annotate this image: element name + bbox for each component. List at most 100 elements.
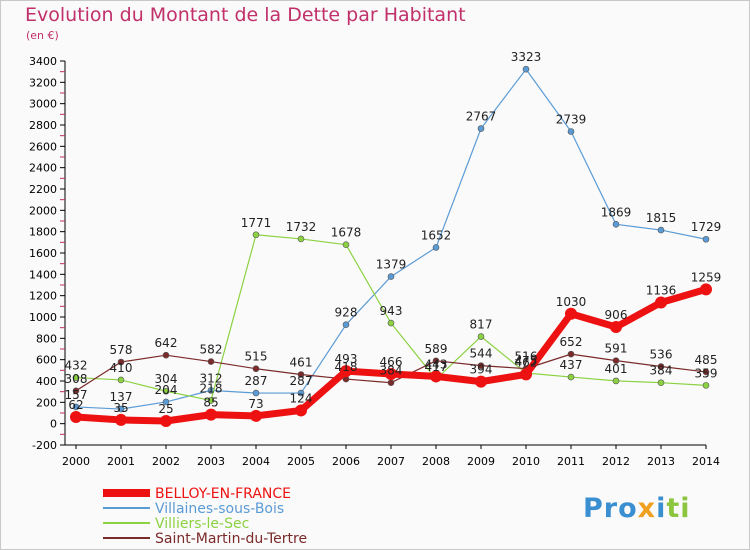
data-label: 544 [470, 347, 493, 361]
data-label: 437 [560, 358, 583, 372]
x-tick-label: 2005 [287, 455, 315, 468]
y-tick-label: 0 [50, 418, 57, 431]
data-label: 582 [200, 343, 223, 357]
y-tick-label: 2000 [29, 204, 57, 217]
data-label: 1652 [421, 228, 452, 242]
data-label: 287 [245, 374, 268, 388]
data-point [162, 351, 170, 359]
data-label: 1869 [601, 205, 632, 219]
data-label: 1678 [331, 226, 362, 240]
logo-text: Proxiti [583, 493, 691, 524]
data-point [657, 363, 665, 370]
data-label: 536 [650, 347, 673, 361]
data-label: 157 [65, 388, 88, 402]
x-tick-label: 2004 [242, 455, 270, 468]
data-label: 25 [158, 402, 173, 416]
data-point [252, 365, 260, 373]
y-tick-label: 1200 [29, 290, 57, 303]
x-tick-label: 2014 [692, 455, 720, 468]
x-tick-label: 2008 [422, 455, 450, 468]
y-tick-label: 1800 [29, 226, 57, 239]
data-point [297, 371, 305, 378]
data-point [432, 244, 440, 251]
y-tick-label: 2400 [29, 162, 57, 175]
data-point [700, 283, 712, 296]
data-point [567, 373, 575, 381]
data-point [702, 235, 710, 243]
x-tick-label: 2007 [377, 455, 405, 468]
legend: BELLOY-EN-FRANCEVillaines-sous-BoisVilli… [103, 486, 307, 547]
data-label: 906 [605, 308, 628, 322]
data-point [477, 125, 485, 132]
data-label: 652 [560, 335, 583, 349]
data-label: 410 [110, 361, 133, 375]
data-point [567, 350, 575, 358]
data-point [72, 403, 80, 411]
y-tick-label: 3000 [29, 98, 57, 111]
data-point [297, 389, 305, 397]
data-point [342, 321, 350, 328]
data-point [160, 415, 172, 427]
unit-label: (en €) [26, 29, 59, 42]
data-point [475, 375, 487, 388]
data-label: 466 [380, 355, 403, 369]
data-point [297, 235, 305, 243]
data-label: 418 [335, 360, 358, 374]
data-labels: 157 137 204 312 287 287 928 1379 1652 2767 3323 273… [65, 50, 722, 416]
data-label: 589 [425, 342, 448, 356]
data-label: 417 [425, 360, 448, 374]
data-point [612, 357, 620, 364]
y-tick-label: 2200 [29, 183, 57, 196]
data-point [432, 357, 440, 365]
y-tick-label: 2600 [29, 140, 57, 153]
y-tick-label: 1000 [29, 311, 57, 324]
data-point [342, 241, 350, 248]
data-label: 218 [200, 381, 223, 395]
data-label: 1379 [376, 258, 407, 272]
chart-title: Evolution du Montant de la Dette par Hab… [25, 4, 466, 26]
x-tick-label: 2013 [647, 455, 675, 468]
data-label: 359 [695, 366, 718, 380]
data-label: 475 [515, 354, 538, 368]
data-point [430, 370, 442, 383]
data-label: 817 [470, 318, 493, 332]
legend-label: BELLOY-EN-FRANCE [155, 486, 291, 502]
data-point [72, 374, 80, 381]
data-label: 308 [65, 372, 88, 386]
data-point [610, 321, 622, 334]
data-label: 137 [110, 390, 133, 404]
x-tick-label: 2009 [467, 455, 495, 468]
data-point [115, 413, 127, 426]
data-point [567, 128, 575, 135]
y-tick-label: 800 [36, 332, 57, 345]
data-point [702, 368, 710, 376]
data-point [162, 398, 170, 406]
data-label: 443 [425, 357, 448, 371]
data-point [387, 319, 395, 327]
proxiti-logo: Proxiti [583, 493, 691, 524]
data-point [657, 226, 665, 234]
axes: -200 0 200 400 600 800 1000 1200 1400 1600 1800 200… [29, 55, 720, 468]
data-point [252, 231, 260, 239]
y-tick-label: 200 [36, 396, 57, 409]
y-tick-label: 1600 [29, 247, 57, 260]
x-tick-label: 2001 [107, 455, 135, 468]
y-tick-label: 1400 [29, 268, 57, 281]
data-label: 401 [605, 362, 628, 376]
x-tick-label: 2002 [152, 455, 180, 468]
data-point [387, 379, 395, 387]
x-tick-label: 2012 [602, 455, 630, 468]
data-label: 85 [203, 396, 218, 410]
x-tick-label: 2000 [62, 455, 90, 468]
data-point [477, 362, 485, 369]
data-point [252, 389, 260, 397]
data-point [565, 307, 577, 320]
data-point [295, 404, 307, 417]
data-label: 1729 [691, 220, 722, 234]
y-tick-label: -200 [32, 439, 57, 452]
y-tick-label: 3200 [29, 76, 57, 89]
data-point [117, 376, 125, 384]
data-point [207, 358, 215, 365]
data-label: 312 [200, 371, 223, 385]
